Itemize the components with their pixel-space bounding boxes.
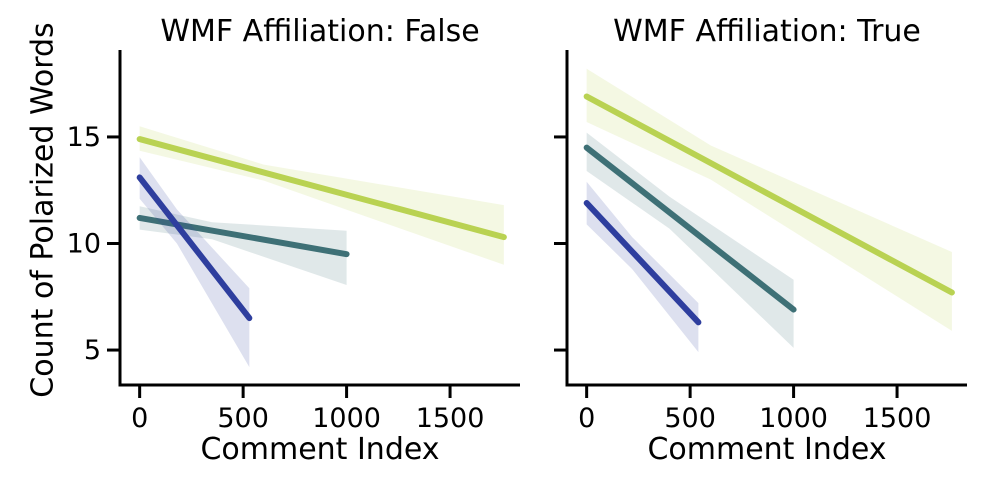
- y-axis-label: Count of Polarized Words: [25, 22, 61, 398]
- regression-green-line: [136, 136, 507, 241]
- regression-teal: [583, 132, 797, 348]
- panel-0: 0 500 1000 1500 5 10 15: [67, 50, 520, 434]
- regression-green: [136, 126, 507, 265]
- panel-1: 0 500 1000 1500: [554, 50, 967, 434]
- regression-blue-line: [583, 200, 702, 326]
- x-tick-label: 1000: [312, 403, 381, 434]
- regression-green: [583, 68, 955, 331]
- x-tick-label: 1000: [759, 403, 828, 434]
- regression-teal-line: [583, 144, 797, 313]
- x-tick-label: 1500: [416, 403, 485, 434]
- panel-title-false: WMF Affiliation: False: [160, 14, 480, 49]
- regression-blue-ci-band: [139, 157, 250, 368]
- regression-green-line: [583, 93, 955, 296]
- regression-blue-line: [136, 174, 253, 322]
- x-tick-label: 0: [578, 403, 595, 434]
- regression-blue: [583, 181, 702, 353]
- y-tick-label: 10: [67, 228, 101, 259]
- panel-title-true: WMF Affiliation: True: [613, 14, 921, 49]
- x-tick-label: 500: [664, 403, 716, 434]
- regression-blue: [136, 157, 253, 368]
- y-tick-label: 5: [84, 335, 101, 366]
- x-axis-label-false: Comment Index: [200, 432, 440, 467]
- regression-green-ci-band: [586, 68, 952, 331]
- y-tick-label: 15: [67, 122, 101, 153]
- x-axis-label-true: Comment Index: [647, 432, 887, 467]
- x-tick-label: 0: [131, 403, 148, 434]
- x-tick-label: 500: [217, 403, 269, 434]
- x-tick-label: 1500: [863, 403, 932, 434]
